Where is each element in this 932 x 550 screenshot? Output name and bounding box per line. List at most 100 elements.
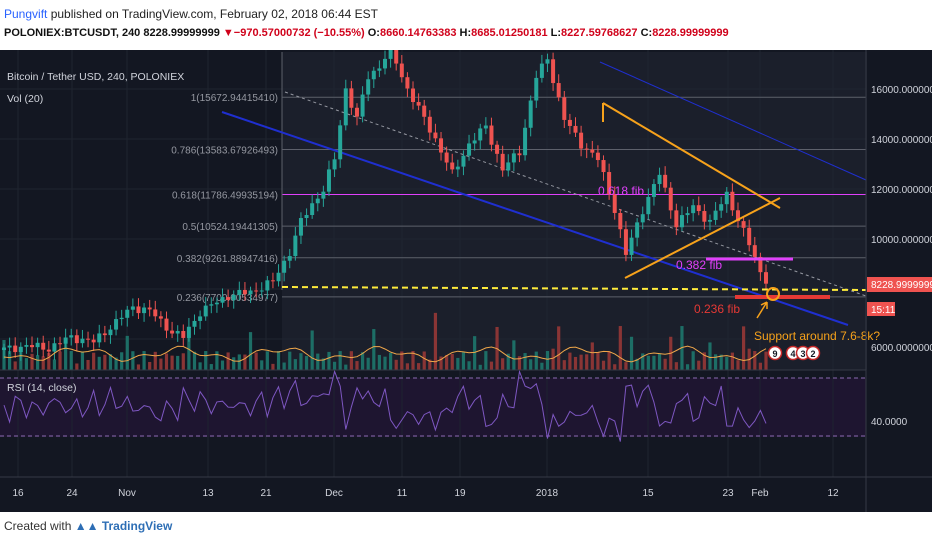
volume-bar: [187, 333, 191, 370]
candle-body: [747, 227, 752, 246]
volume-bar: [400, 351, 404, 370]
fib-level-label: 0.382(9261.88947416): [177, 254, 278, 265]
candle-body: [153, 309, 158, 317]
candlestick-series: [2, 50, 768, 361]
candle-body: [539, 63, 544, 78]
high-value: 8685.01250181: [471, 27, 548, 39]
candle-body: [321, 191, 326, 199]
candle-body: [287, 256, 292, 261]
candle-body: [601, 160, 606, 173]
candle-body: [562, 97, 567, 120]
volume-bar: [366, 357, 370, 370]
candle-body: [455, 166, 460, 170]
fib-level-label: 1(15672.94415410): [191, 93, 278, 104]
time-axis[interactable]: 16 24 Nov 13 21 Dec 11 19 2018 15 23 Feb 12: [12, 488, 839, 499]
candle-body: [164, 318, 169, 331]
volume-bar: [579, 354, 583, 370]
publish-header: Pungvift published on TradingView.com, F…: [4, 7, 378, 21]
volume-bar: [445, 355, 449, 370]
candle-body: [724, 191, 729, 205]
candle-body: [80, 338, 85, 344]
event-badge: [767, 345, 783, 361]
candle-body: [186, 326, 191, 338]
fib-level-label: 0.5(10524.19441305): [182, 222, 278, 233]
candle-body: [416, 102, 421, 106]
volume-bar: [618, 326, 622, 370]
candle-body: [472, 140, 477, 144]
candle-body: [226, 297, 231, 300]
price-tick-label: 14000.00000000: [871, 135, 932, 146]
volume-bar: [540, 362, 544, 370]
candle-body: [102, 333, 107, 336]
candle-body: [394, 50, 399, 64]
candle-body: [130, 306, 135, 310]
support-dashed-line: [281, 286, 867, 291]
author-link[interactable]: Pungvift: [4, 7, 48, 21]
candle-body: [237, 289, 242, 295]
volume-bar: [719, 354, 723, 370]
candle-body: [41, 342, 46, 350]
ohlc-header: POLONIEX:BTCUSDT, 240 8228.99999999 ▼−97…: [4, 27, 729, 39]
last-price-label: 8228.99999999: [871, 280, 932, 291]
volume-bar: [450, 353, 454, 370]
publish-info: published on TradingView.com, February 0…: [47, 7, 379, 21]
candle-body: [607, 172, 612, 195]
volume-bar: [47, 352, 51, 370]
time-tick-label: Nov: [118, 488, 136, 499]
time-tick-label: 15: [642, 488, 654, 499]
rsi-line: [3, 369, 767, 442]
candle-body: [691, 205, 696, 214]
candle-body: [58, 343, 63, 345]
support-arrow: [756, 301, 768, 319]
candle-body: [343, 88, 348, 126]
volume-bar: [288, 351, 292, 370]
close-label: C:: [640, 27, 653, 39]
candle-body: [136, 306, 141, 314]
candle-body: [612, 194, 617, 213]
candle-body: [651, 184, 656, 197]
volume-bar: [282, 362, 286, 370]
candle-body: [97, 333, 102, 343]
candle-body: [422, 105, 427, 117]
price-axis[interactable]: 16000.00000000 14000.00000000 12000.000000…: [867, 85, 932, 428]
volume-bar: [86, 359, 90, 370]
volume-bar: [685, 364, 690, 370]
candle-body: [511, 153, 516, 163]
fib236-annotation: 0.236 fib: [694, 302, 740, 316]
volume-bar: [585, 354, 589, 370]
volume-bar: [629, 336, 634, 370]
footer: Created with ▲▲ TradingView: [4, 519, 172, 533]
tradingview-link[interactable]: TradingView: [101, 519, 173, 533]
symbol-label: POLONIEX:BTCUSDT, 240: [4, 27, 141, 39]
candle-body: [74, 335, 79, 344]
volume-bar: [764, 351, 768, 370]
candle-body: [158, 316, 163, 319]
volume-bar: [573, 356, 578, 370]
volume-bar: [254, 352, 258, 370]
candle-body: [293, 235, 298, 257]
event-badge-label: 3: [800, 349, 805, 359]
candle-body: [360, 94, 365, 117]
volume-bar: [467, 361, 471, 370]
volume-bar: [517, 356, 522, 370]
volume-bar: [58, 351, 62, 370]
candle-body: [214, 302, 219, 305]
candle-body: [752, 245, 757, 257]
candle-body: [764, 272, 768, 284]
price-chart[interactable]: 1(15672.94415410)0.786(13583.67926493)0.…: [0, 50, 932, 512]
candle-body: [657, 174, 662, 185]
candle-body: [18, 346, 23, 353]
volume-bar: [220, 360, 225, 370]
volume-bar: [192, 351, 197, 370]
fib382-annotation: 0.382 fib: [676, 258, 722, 272]
candle-body: [483, 125, 488, 129]
candle-body: [528, 100, 533, 128]
volume-bar: [248, 332, 253, 370]
high-label: H:: [459, 27, 472, 39]
volume-bar: [484, 351, 488, 370]
volume-bar: [299, 353, 303, 370]
countdown-badge: [867, 302, 895, 316]
candle-body: [640, 214, 645, 223]
volume-bar: [551, 348, 555, 370]
volume-bar: [215, 351, 219, 370]
